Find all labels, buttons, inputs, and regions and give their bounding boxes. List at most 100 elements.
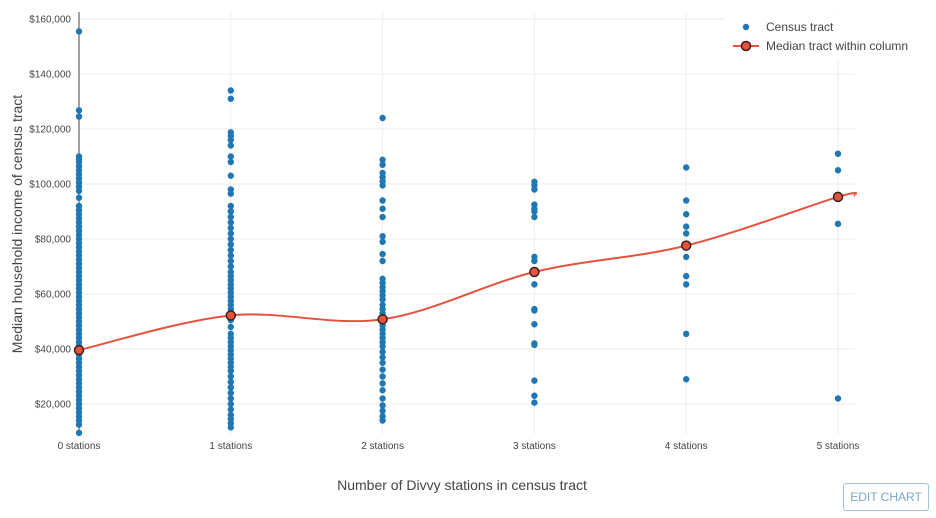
census-tract-point — [379, 395, 386, 402]
census-tract-point — [379, 205, 386, 212]
x-axis-title: Number of Divvy stations in census tract — [337, 477, 587, 493]
census-tract-point — [227, 257, 234, 265]
legend-background — [725, 14, 925, 60]
census-tract-point — [379, 348, 386, 355]
census-tract-point — [227, 219, 234, 226]
census-tract-point — [531, 392, 538, 399]
y-axis-title: Median household income of census tract — [9, 95, 25, 353]
census-tract-point — [531, 377, 538, 384]
census-tract-point — [379, 250, 386, 258]
census-tract-point — [379, 197, 386, 204]
census-tract-point — [75, 421, 83, 428]
census-tract-point — [834, 167, 842, 174]
x-tick-label: 1 stations — [209, 441, 252, 452]
census-tract-point — [227, 235, 234, 243]
census-tract-point — [75, 429, 83, 437]
census-tract-point — [834, 395, 842, 402]
census-tract-point — [379, 366, 386, 373]
legend-label-census-tract: Census tract — [766, 20, 834, 34]
census-tract-point — [379, 233, 386, 240]
census-tract-point — [379, 417, 386, 424]
census-tract-point — [75, 187, 83, 195]
census-tract-point — [379, 114, 386, 122]
census-tract-point — [227, 424, 234, 431]
median-marker — [529, 266, 540, 278]
census-tract-point — [531, 321, 538, 328]
census-tract-point — [683, 376, 690, 383]
census-tract-point — [531, 208, 538, 215]
y-tick-label: $40,000 — [35, 345, 72, 356]
y-tick-label: $80,000 — [35, 235, 72, 246]
y-tick-label: $120,000 — [29, 125, 71, 136]
census-tract-point — [379, 359, 386, 366]
median-marker — [832, 191, 844, 203]
census-tract-point — [834, 150, 842, 157]
census-tract-point — [379, 213, 386, 221]
median-markers — [73, 191, 844, 356]
x-tick-label: 2 stations — [361, 441, 404, 452]
census-tract-point — [227, 241, 234, 248]
census-tract-point — [227, 406, 234, 413]
census-tract-point — [75, 107, 83, 114]
median-marker — [377, 314, 388, 325]
census-tract-point — [683, 223, 690, 230]
legend-marker-median — [740, 40, 752, 52]
census-tract-point — [531, 213, 538, 221]
census-tract-point — [227, 95, 234, 102]
legend-marker-census-tract — [742, 23, 750, 31]
census-tract-point — [683, 253, 690, 261]
census-tract-point — [379, 238, 386, 245]
census-tract-point — [227, 246, 234, 254]
census-tract-point — [227, 230, 234, 237]
median-line — [78, 191, 857, 352]
census-tract-point — [227, 384, 234, 391]
census-tract-point — [379, 354, 386, 361]
median-marker — [225, 310, 237, 321]
census-tract-point — [683, 272, 690, 280]
census-tract-point — [379, 380, 386, 387]
census-tract-point — [227, 136, 234, 144]
census-tract-point — [683, 197, 690, 204]
x-tick-label: 3 stations — [513, 441, 556, 452]
census-tract-point — [683, 211, 690, 218]
census-tract-point — [75, 28, 83, 35]
census-tract-point — [379, 387, 386, 394]
census-tract-point — [227, 323, 234, 331]
census-tract-point — [227, 153, 234, 160]
census-tract-point — [379, 296, 386, 303]
census-tract-points — [75, 28, 842, 437]
legend-label-median: Median tract within column — [766, 39, 908, 53]
y-tick-label: $140,000 — [29, 70, 71, 81]
census-tract-point — [379, 257, 386, 265]
census-tract-point — [227, 389, 234, 397]
legend: Census tract Median tract within column — [725, 14, 925, 60]
census-tract-point — [227, 400, 234, 408]
x-tick-label: 0 stations — [58, 441, 101, 452]
census-tract-point — [75, 194, 83, 201]
census-tract-point — [227, 395, 234, 402]
y-tick-label: $160,000 — [29, 15, 71, 26]
census-tract-point — [227, 373, 234, 380]
census-tract-point — [227, 263, 234, 270]
y-tick-labels: $20,000 $40,000 $60,000 $80,000 $100,000 $120… — [29, 15, 71, 411]
edit-chart-button[interactable]: EDIT CHART — [843, 483, 929, 511]
census-tract-point — [227, 208, 234, 215]
census-tract-point — [379, 373, 386, 380]
census-tract-point — [379, 343, 386, 350]
census-tract-point — [227, 172, 234, 179]
census-tract-point — [75, 113, 83, 120]
census-tract-point — [531, 257, 538, 265]
median-marker — [73, 344, 85, 356]
y-tick-label: $100,000 — [29, 180, 71, 191]
x-tick-labels: 0 stations 1 stations 2 stations 3 stations… — [58, 441, 860, 452]
census-tract-point — [531, 341, 538, 349]
census-tract-point — [227, 213, 234, 221]
census-tract-point — [227, 190, 234, 197]
x-tick-label: 5 stations — [817, 441, 860, 452]
census-tract-point — [379, 182, 386, 189]
census-tract-point — [683, 230, 690, 237]
census-tract-point — [683, 164, 690, 171]
census-tract-point — [531, 281, 538, 288]
median-marker — [680, 240, 692, 251]
